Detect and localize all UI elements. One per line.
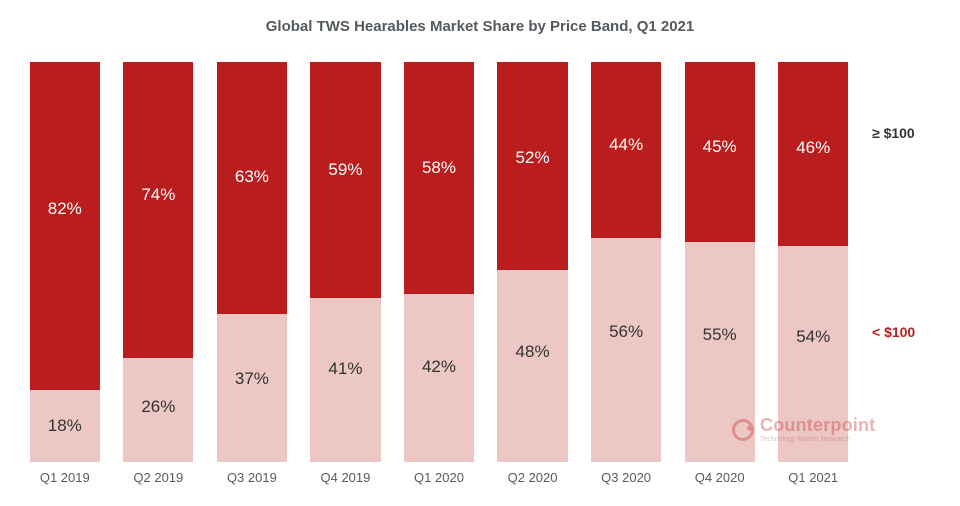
bar-value-under-100: 37% (217, 370, 287, 387)
bar-value-under-100: 54% (778, 328, 848, 345)
bar-value-gte-100: 74% (123, 186, 193, 203)
category-label: Q3 2020 (601, 470, 651, 485)
bar-column: 63%37%Q3 2019 (217, 62, 287, 462)
category-label: Q2 2020 (508, 470, 558, 485)
bar-segment-gte-100: 44% (591, 62, 661, 238)
bar-segment-gte-100: 63% (217, 62, 287, 314)
bar-value-gte-100: 44% (591, 136, 661, 153)
bar-value-gte-100: 52% (497, 149, 567, 166)
bar-segment-under-100: 41% (310, 298, 380, 462)
bar-value-gte-100: 82% (30, 200, 100, 217)
bar-column: 52%48%Q2 2020 (497, 62, 567, 462)
bar-value-under-100: 18% (30, 417, 100, 434)
bar-value-under-100: 48% (497, 343, 567, 360)
legend-gte-100: ≥ $100 (872, 125, 915, 141)
bar-column: 45%55%Q4 2020 (685, 62, 755, 462)
bar-column: 58%42%Q1 2020 (404, 62, 474, 462)
bar-value-gte-100: 59% (310, 161, 380, 178)
bar-segment-under-100: 55% (685, 242, 755, 462)
bar-segment-gte-100: 45% (685, 62, 755, 242)
category-label: Q1 2021 (788, 470, 838, 485)
chart-container: Global TWS Hearables Market Share by Pri… (0, 0, 960, 506)
bar-segment-under-100: 56% (591, 238, 661, 462)
category-label: Q4 2020 (695, 470, 745, 485)
bar-column: 46%54%Q1 2021 (778, 62, 848, 462)
bar-value-gte-100: 46% (778, 139, 848, 156)
bar-segment-under-100: 48% (497, 270, 567, 462)
bar-value-gte-100: 45% (685, 138, 755, 155)
bar-segment-gte-100: 52% (497, 62, 567, 270)
bar-value-under-100: 42% (404, 358, 474, 375)
bar-column: 59%41%Q4 2019 (310, 62, 380, 462)
legend-under-100: < $100 (872, 324, 915, 340)
bar-value-under-100: 26% (123, 398, 193, 415)
chart-title: Global TWS Hearables Market Share by Pri… (0, 18, 960, 35)
bar-value-under-100: 41% (310, 360, 380, 377)
bar-segment-under-100: 26% (123, 358, 193, 462)
bar-segment-under-100: 42% (404, 294, 474, 462)
category-label: Q4 2019 (321, 470, 371, 485)
category-label: Q1 2019 (40, 470, 90, 485)
bar-value-gte-100: 63% (217, 168, 287, 185)
bar-segment-under-100: 54% (778, 246, 848, 462)
bar-value-under-100: 56% (591, 323, 661, 340)
bar-segment-under-100: 37% (217, 314, 287, 462)
category-label: Q2 2019 (133, 470, 183, 485)
bar-value-gte-100: 58% (404, 159, 474, 176)
bar-segment-gte-100: 58% (404, 62, 474, 294)
plot-area: 82%18%Q1 201974%26%Q2 201963%37%Q3 20195… (18, 62, 860, 462)
bar-segment-gte-100: 59% (310, 62, 380, 298)
bar-column: 74%26%Q2 2019 (123, 62, 193, 462)
category-label: Q3 2019 (227, 470, 277, 485)
category-label: Q1 2020 (414, 470, 464, 485)
bar-segment-gte-100: 46% (778, 62, 848, 246)
bar-segment-under-100: 18% (30, 390, 100, 462)
bar-segment-gte-100: 74% (123, 62, 193, 358)
bar-column: 82%18%Q1 2019 (30, 62, 100, 462)
bar-segment-gte-100: 82% (30, 62, 100, 390)
bar-column: 44%56%Q3 2020 (591, 62, 661, 462)
bar-value-under-100: 55% (685, 326, 755, 343)
